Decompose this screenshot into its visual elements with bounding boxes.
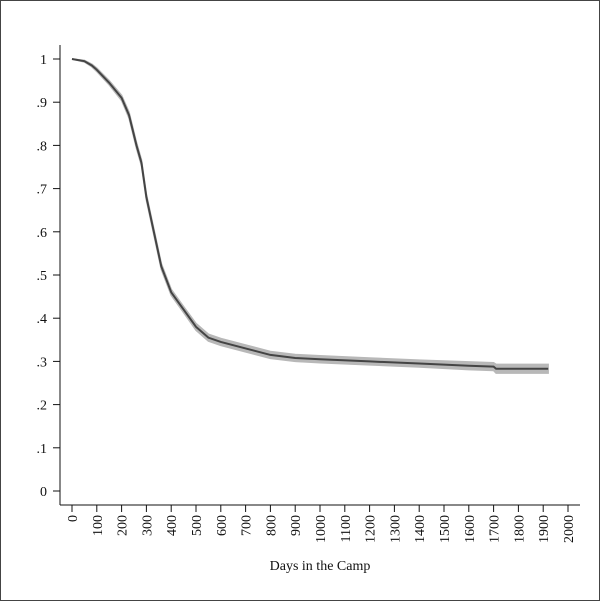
x-tick-label: 1400 (413, 515, 428, 543)
x-tick-label: 0 (66, 515, 81, 522)
x-tick-label: 700 (240, 515, 255, 536)
y-tick-label: .2 (37, 399, 48, 414)
y-tick-label: .7 (37, 183, 48, 198)
y-tick-label: .5 (37, 269, 48, 284)
x-tick-label: 300 (140, 515, 155, 536)
x-tick-label: 2000 (562, 515, 577, 543)
x-tick-label: 100 (91, 515, 106, 536)
y-tick-label: .1 (37, 442, 48, 457)
x-tick-label: 1000 (314, 515, 329, 543)
x-tick-label: 1700 (488, 515, 503, 543)
y-tick-label: .4 (37, 312, 48, 327)
x-tick-label: 800 (264, 515, 279, 536)
y-tick-label: .6 (37, 226, 48, 241)
survival-line (71, 58, 549, 370)
y-tick-label: 0 (40, 485, 47, 500)
x-tick-label: 400 (165, 515, 180, 536)
y-tick-label: .8 (37, 139, 48, 154)
x-tick-label: 1900 (537, 515, 552, 543)
x-tick-label: 500 (190, 515, 205, 536)
x-tick-label: 900 (289, 515, 304, 536)
x-tick-label: 1800 (512, 515, 527, 543)
y-tick-label: 1 (40, 53, 47, 68)
x-tick-label: 600 (215, 515, 230, 536)
x-tick-label: 1600 (463, 515, 478, 543)
y-tick-label: .9 (37, 96, 48, 111)
x-tick-label: 1100 (339, 515, 354, 542)
x-tick-label: 1200 (364, 515, 379, 543)
x-tick-label: 200 (116, 515, 131, 536)
x-tick-label: 1500 (438, 515, 453, 543)
y-tick-label: .3 (37, 355, 48, 370)
x-axis-title: Days in the Camp (270, 559, 371, 574)
x-tick-label: 1300 (388, 515, 403, 543)
